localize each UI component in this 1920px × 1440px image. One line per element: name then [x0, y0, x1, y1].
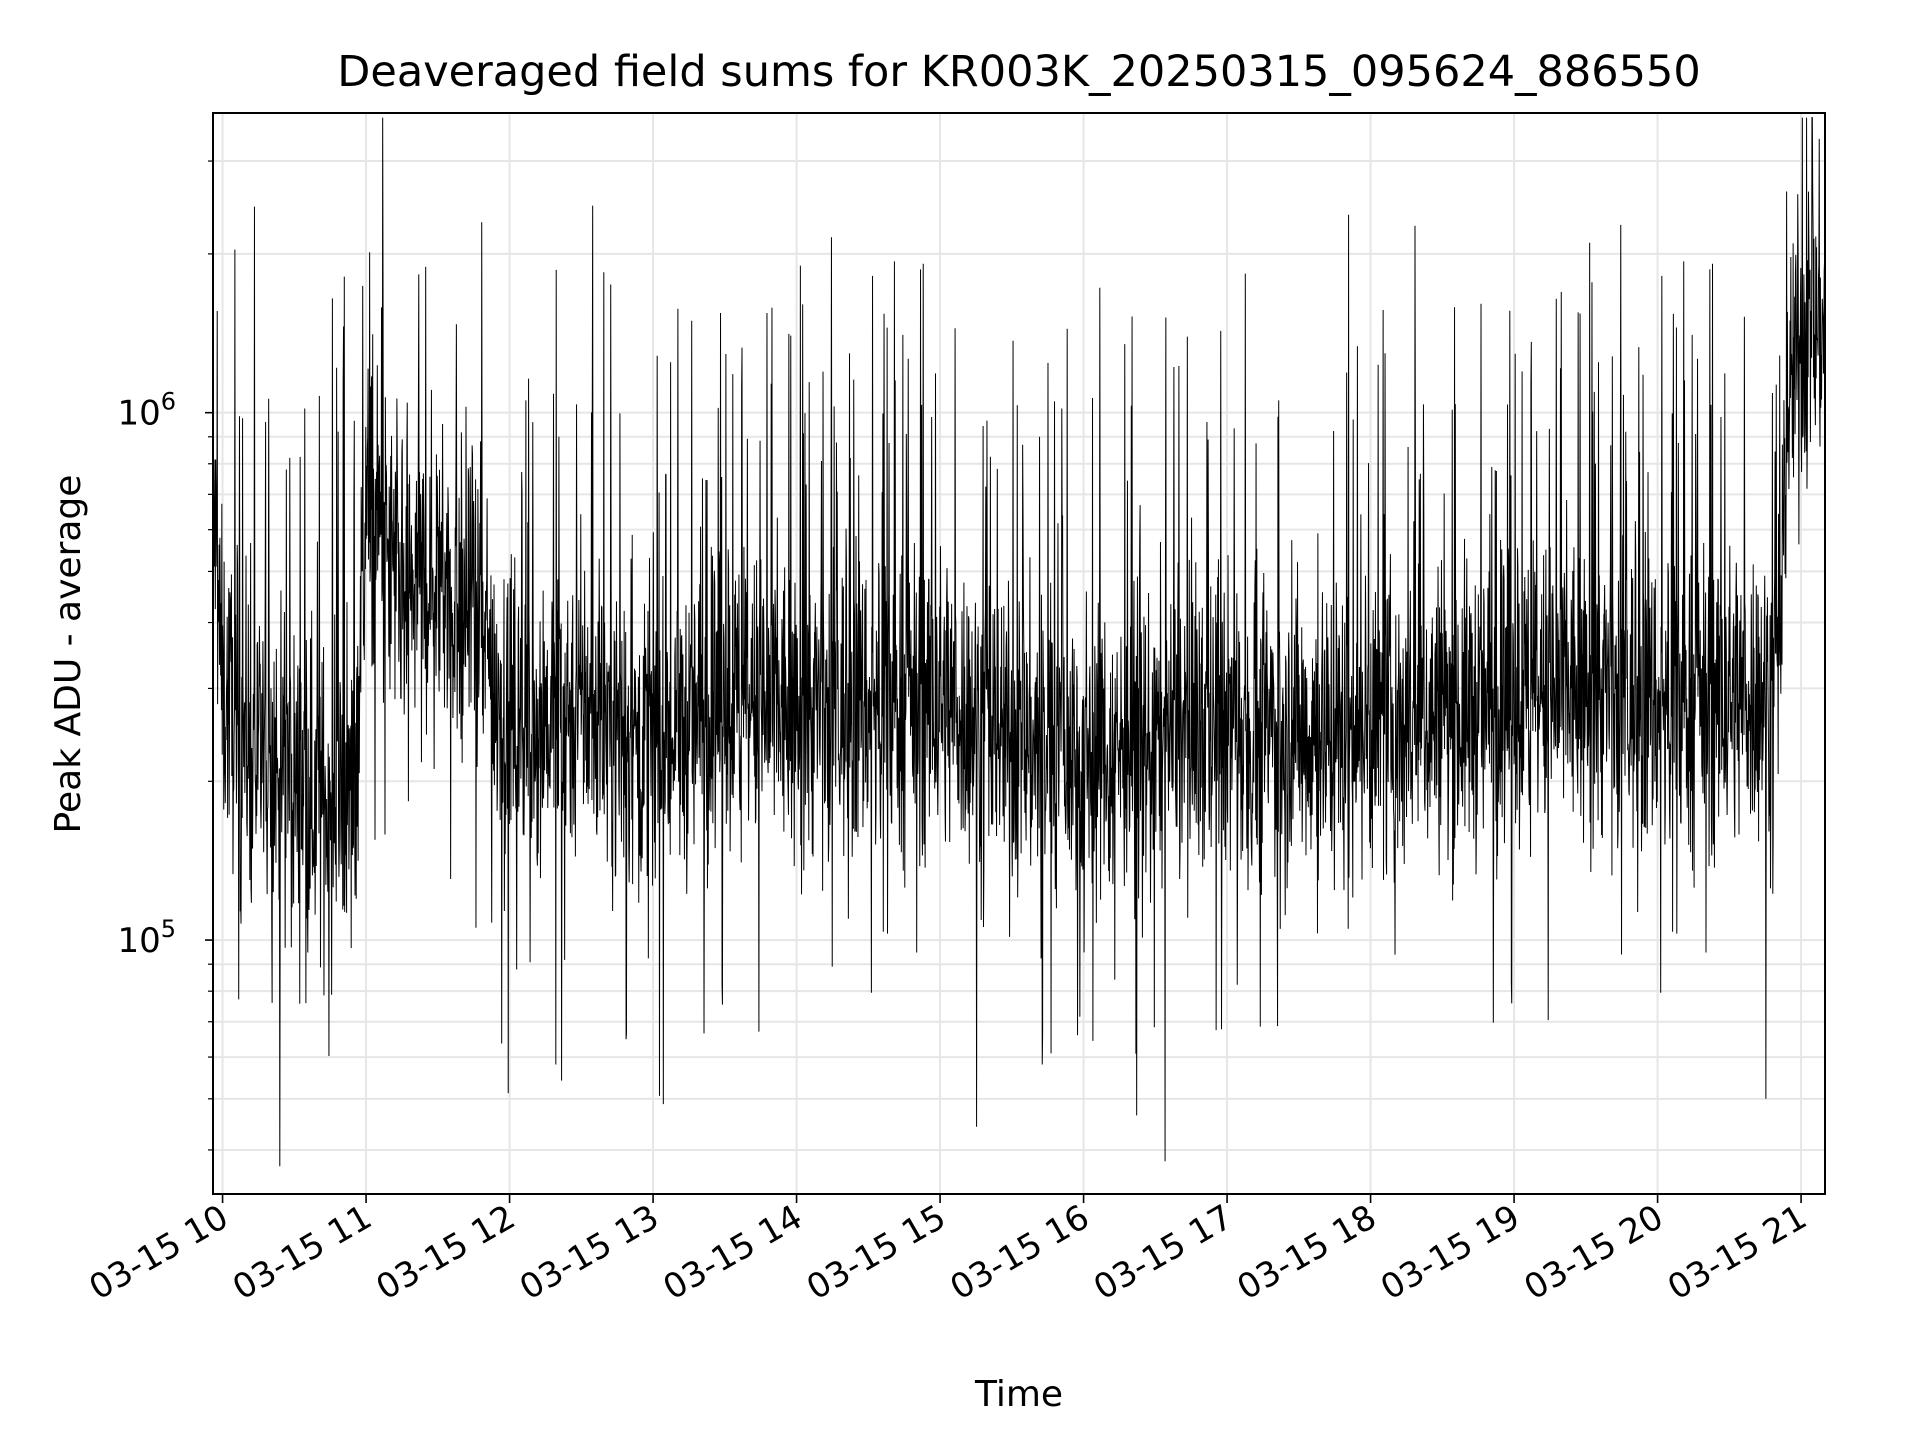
x-tick-label: 03-15 10: [83, 1197, 235, 1308]
x-tick-label: 03-15 15: [800, 1197, 952, 1308]
x-tick-label: 03-15 21: [1661, 1197, 1813, 1308]
x-tick-label: 03-15 17: [1087, 1197, 1239, 1308]
x-tick-label: 03-15 18: [1231, 1197, 1383, 1308]
x-tick-label: 03-15 14: [657, 1197, 809, 1308]
series: [212, 117, 1826, 1167]
y-axis: 105 106: [117, 160, 213, 1151]
y-tick-label: 105: [117, 915, 176, 961]
x-tick-label: 03-15 13: [513, 1197, 665, 1308]
y-axis-label: Peak ADU - average: [48, 475, 89, 834]
x-tick-label: 03-15 11: [226, 1197, 378, 1308]
x-tick-label: 03-15 12: [370, 1197, 522, 1308]
y-tick-label: 106: [117, 388, 176, 434]
chart-title: Deaveraged field sums for KR003K_2025031…: [337, 47, 1700, 97]
plot-frame: [212, 112, 1826, 1195]
x-tick-label: 03-15 20: [1518, 1197, 1670, 1308]
series-line: [212, 117, 1826, 1167]
x-tick-label: 03-15 19: [1374, 1197, 1526, 1308]
x-tick-label: 03-15 16: [944, 1197, 1096, 1308]
x-axis-label: Time: [974, 1374, 1063, 1415]
